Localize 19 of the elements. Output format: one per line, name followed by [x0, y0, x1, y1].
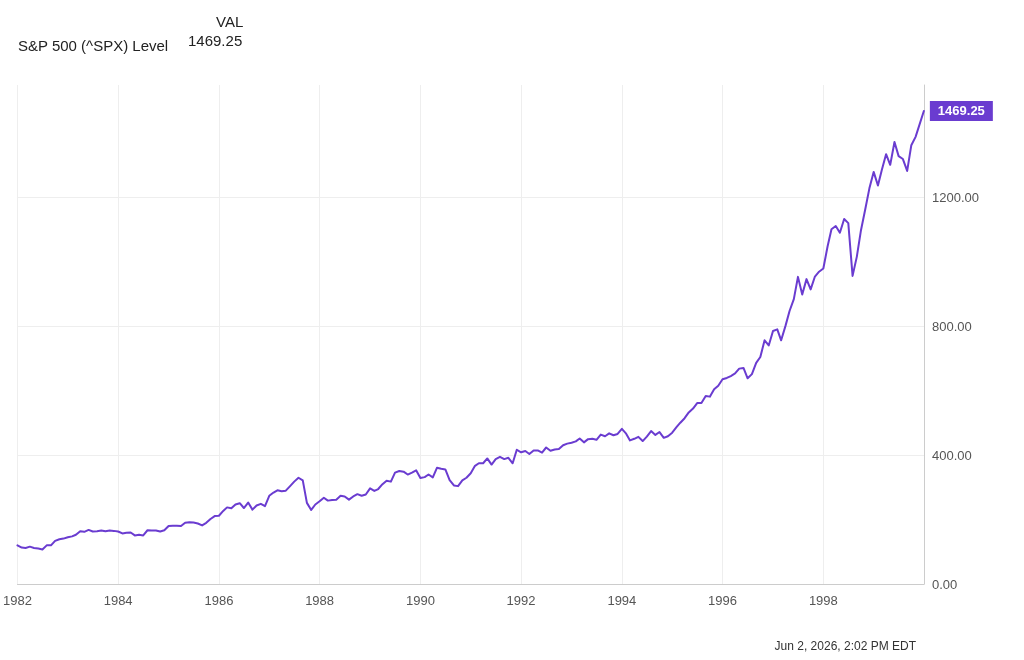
x-tick-label: 1998 — [808, 593, 838, 608]
x-tick-label: 1984 — [103, 593, 133, 608]
legend-title: VAL — [216, 13, 244, 30]
x-tick-label: 1992 — [506, 593, 536, 608]
data-label: 1469.25 — [937, 103, 985, 119]
x-tick-label: 1996 — [708, 593, 737, 608]
y-tick-label: 400.00 — [932, 447, 972, 463]
x-tick-label: 1994 — [607, 593, 637, 608]
x-tick-label: 1982 — [3, 593, 32, 608]
x-tick-label: 1990 — [405, 593, 435, 608]
y-tick-label: 800.00 — [932, 318, 972, 334]
y-tick-label: 1200.00 — [932, 190, 979, 206]
line-series — [16, 110, 925, 551]
text: 1469.25 — [188, 32, 243, 49]
x-tick-label: 1986 — [204, 593, 234, 608]
x-tick-label: 1988 — [305, 593, 335, 608]
text: S&P 500 (^SPX) Level — [18, 37, 169, 54]
y-tick-label: 0.00 — [932, 576, 958, 592]
text: Jun 2, 2026, 2:02 PM EDT — [774, 639, 917, 653]
